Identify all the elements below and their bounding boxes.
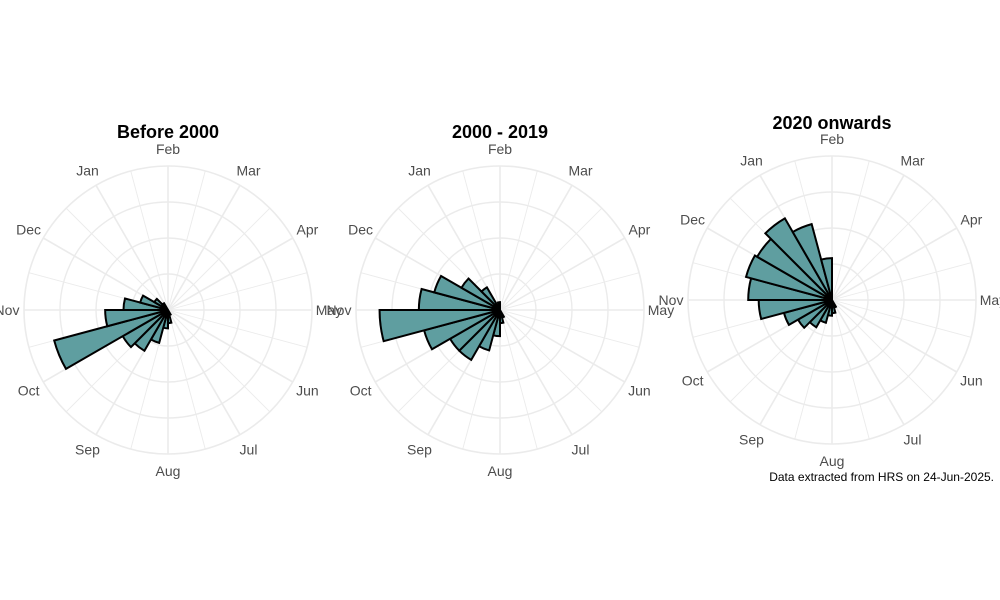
bar-oct-2 xyxy=(104,309,169,328)
month-label-jun: Jun xyxy=(960,373,983,389)
month-label-apr: Apr xyxy=(961,212,983,228)
month-label-feb: Feb xyxy=(488,141,512,157)
grid-spoke xyxy=(167,309,294,383)
month-label-nov: Nov xyxy=(327,302,352,318)
grid-spoke xyxy=(831,299,870,440)
month-label-may: May xyxy=(980,292,1000,308)
month-label-feb: Feb xyxy=(820,131,844,147)
month-label-jan: Jan xyxy=(408,163,431,179)
bar-jan-2 xyxy=(819,257,833,301)
grid-spoke xyxy=(499,309,640,348)
month-label-may: May xyxy=(648,302,674,318)
grid-spoke xyxy=(167,237,294,311)
month-label-jun: Jun xyxy=(628,383,651,399)
grid-spoke xyxy=(499,170,538,311)
panel-title: Before 2000 xyxy=(117,122,219,142)
polar-panel-2: Jan Feb Mar Apr May Jun Jul Aug Sep Oct Nov Dec 2000… xyxy=(327,122,675,479)
data-source-caption: Data extracted from HRS on 24-Jun-2025. xyxy=(769,470,994,484)
grid-spoke xyxy=(831,227,958,301)
grid-spoke xyxy=(95,184,169,311)
month-label-dec: Dec xyxy=(348,222,373,238)
grid-spoke xyxy=(499,272,640,311)
month-label-oct: Oct xyxy=(350,383,372,399)
grid-spoke xyxy=(65,207,169,311)
grid-spoke xyxy=(167,309,271,413)
month-label-sep: Sep xyxy=(75,441,100,457)
grid-spoke xyxy=(499,237,626,311)
grid-spoke xyxy=(499,309,538,450)
month-label-jul: Jul xyxy=(904,431,922,447)
month-label-aug: Aug xyxy=(820,453,845,469)
month-label-jan: Jan xyxy=(76,163,99,179)
month-label-oct: Oct xyxy=(18,383,40,399)
grid-spoke xyxy=(831,262,972,301)
grid-spoke xyxy=(167,184,241,311)
grid-spoke xyxy=(499,309,626,383)
bar-oct-1 xyxy=(52,309,169,371)
panel-title: 2000 - 2019 xyxy=(452,122,548,142)
bar-oct-2 xyxy=(378,309,501,343)
month-label-may: May xyxy=(316,302,342,318)
grid-spoke xyxy=(831,174,905,301)
grid-spoke xyxy=(167,309,206,450)
bar-dec-2 xyxy=(161,301,169,311)
grid-spoke xyxy=(167,170,206,311)
bar-jan-1 xyxy=(791,222,833,301)
month-label-sep: Sep xyxy=(739,431,764,447)
month-label-jul: Jul xyxy=(240,441,258,457)
panel-title: 2020 onwards xyxy=(772,113,891,133)
grid-spoke xyxy=(831,299,935,403)
grid-spoke xyxy=(831,197,935,301)
grid-spoke xyxy=(130,170,169,311)
month-label-apr: Apr xyxy=(629,222,651,238)
grid-spoke xyxy=(831,299,972,338)
month-label-aug: Aug xyxy=(156,463,181,479)
bar-dec-1 xyxy=(460,277,501,311)
month-label-jun: Jun xyxy=(296,383,319,399)
month-label-aug: Aug xyxy=(488,463,513,479)
month-label-dec: Dec xyxy=(680,212,705,228)
grid-spoke xyxy=(462,170,501,311)
grid-spoke xyxy=(499,309,603,413)
bar-dec-2 xyxy=(763,217,833,301)
month-label-jan: Jan xyxy=(740,153,763,169)
polar-panel-3: Jan Feb Mar Apr May Jun Jul Aug Sep Oct Nov Dec 2020… xyxy=(659,113,1000,469)
month-label-oct: Oct xyxy=(682,373,704,389)
grid-spoke xyxy=(831,299,958,373)
month-label-mar: Mar xyxy=(568,163,592,179)
grid-spoke xyxy=(167,272,308,311)
month-label-nov: Nov xyxy=(659,292,684,308)
month-label-nov: Nov xyxy=(0,302,19,318)
polar-panel-1: Jan Feb Mar Apr May Jun Jul Aug Sep Oct Nov Dec Befo… xyxy=(0,122,342,479)
month-label-apr: Apr xyxy=(297,222,319,238)
bar-dec-2 xyxy=(480,285,501,311)
grid-spoke xyxy=(167,207,271,311)
bar-nov-2 xyxy=(744,254,833,301)
month-label-sep: Sep xyxy=(407,441,432,457)
grid-spoke xyxy=(831,160,870,301)
grid-spoke xyxy=(167,309,308,348)
grid-spoke xyxy=(499,184,573,311)
grid-spoke xyxy=(499,309,573,436)
grid-spoke xyxy=(499,207,603,311)
month-label-mar: Mar xyxy=(236,163,260,179)
month-label-mar: Mar xyxy=(900,153,924,169)
grid-spoke xyxy=(167,309,241,436)
month-label-feb: Feb xyxy=(156,141,180,157)
month-label-jul: Jul xyxy=(572,441,590,457)
month-label-dec: Dec xyxy=(16,222,41,238)
grid-spoke xyxy=(831,299,905,426)
